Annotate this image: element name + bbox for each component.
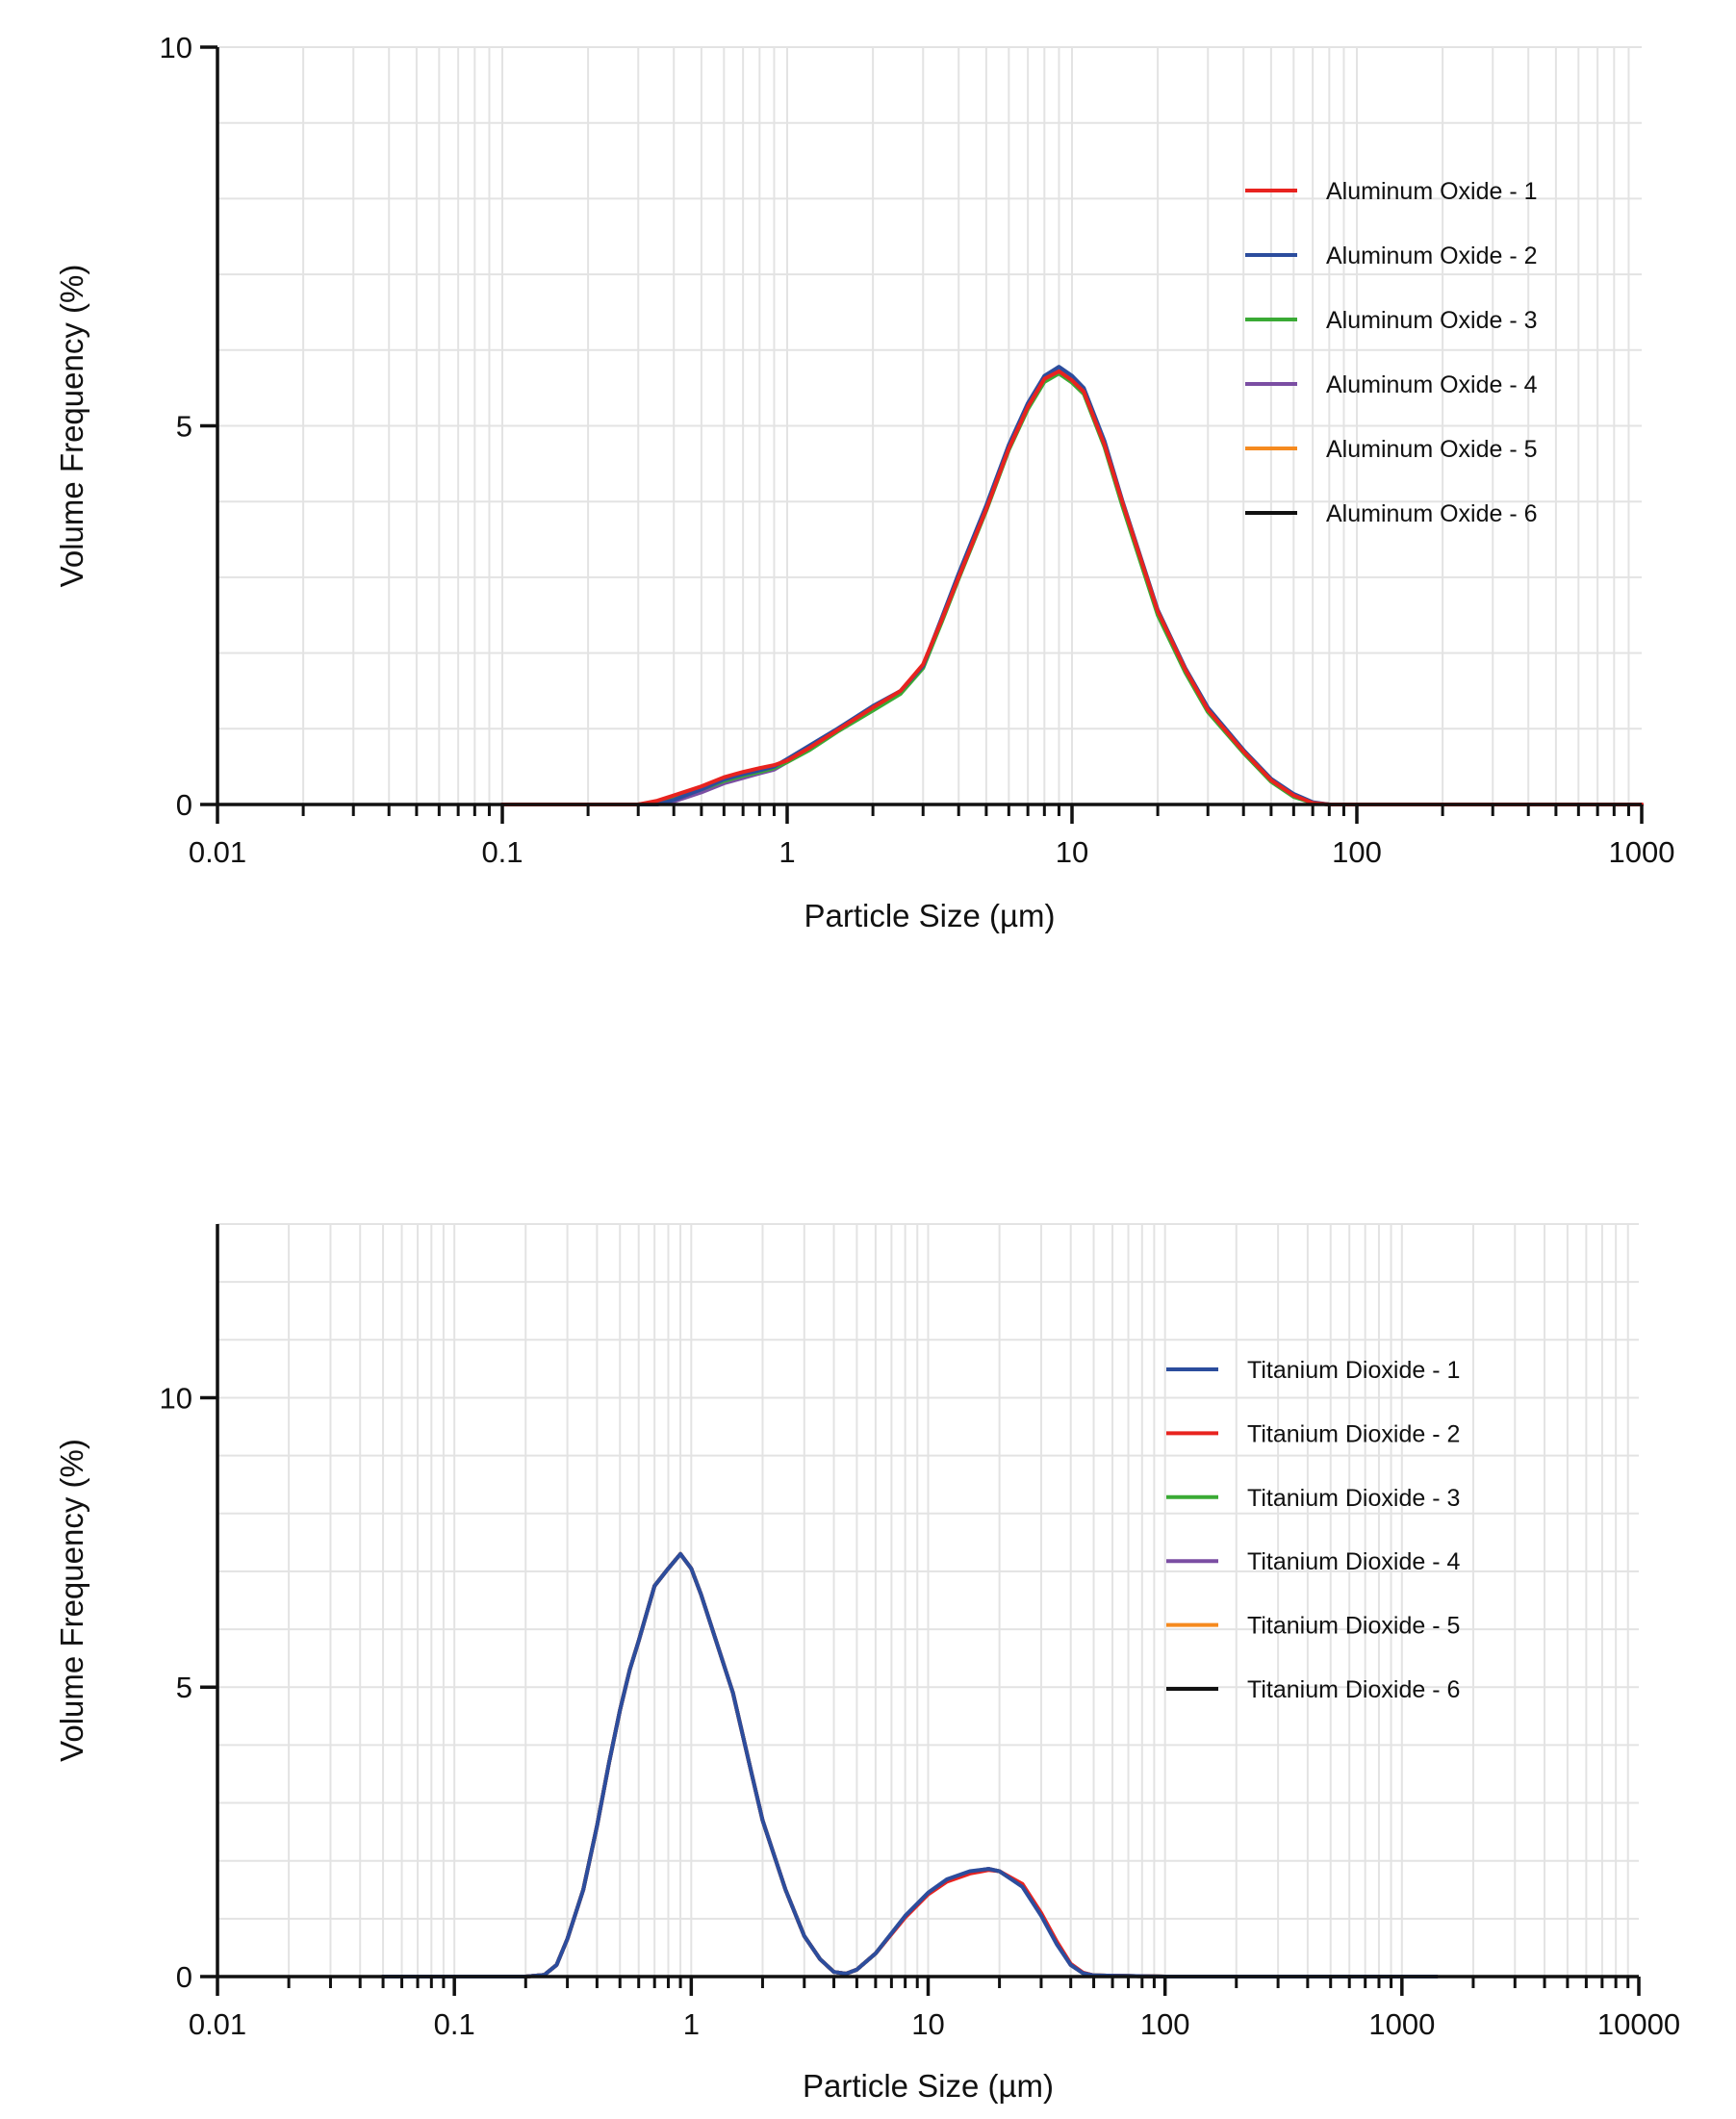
legend-label: Titanium Dioxide - 3	[1247, 1485, 1460, 1512]
x-tick-label: 10	[911, 2007, 944, 2041]
x-axis-title: Particle Size (µm)	[803, 2068, 1054, 2104]
series-line-1	[500, 369, 1644, 806]
y-axis-title: Volume Frequency (%)	[54, 265, 89, 588]
series-lines	[381, 1551, 1439, 1979]
x-tick-label: 10	[1056, 835, 1088, 869]
axes: 0.01 0.1 1 10 100 1000 0 5 10	[160, 31, 1675, 869]
legend-label: Aluminum Oxide - 5	[1326, 436, 1538, 463]
legend-label: Aluminum Oxide - 3	[1326, 307, 1538, 334]
y-tick-label: 10	[160, 1381, 192, 1415]
legend: Aluminum Oxide - 1 Aluminum Oxide - 2 Alum…	[1245, 178, 1538, 527]
x-tick-label: 0.01	[189, 2007, 246, 2041]
x-tick-label: 1	[779, 835, 795, 869]
grid	[217, 46, 1642, 804]
x-tick-label: 0.1	[434, 2007, 475, 2041]
legend-label: Titanium Dioxide - 2	[1247, 1420, 1460, 1447]
legend-label: Titanium Dioxide - 4	[1247, 1548, 1460, 1575]
x-tick-label: 100	[1140, 2007, 1190, 2041]
grid	[217, 1223, 1639, 1977]
y-tick-label: 0	[176, 788, 192, 822]
series-lines	[500, 365, 1644, 806]
legend-label: Aluminum Oxide - 1	[1326, 178, 1538, 205]
x-tick-label: 100	[1332, 835, 1382, 869]
legend-label: Titanium Dioxide - 5	[1247, 1613, 1460, 1640]
y-axis-title: Volume Frequency (%)	[54, 1439, 89, 1762]
legend-label: Aluminum Oxide - 6	[1326, 500, 1538, 527]
x-tick-label: 1000	[1609, 835, 1675, 869]
x-axis-title: Particle Size (µm)	[804, 898, 1055, 933]
legend-label: Titanium Dioxide - 6	[1247, 1676, 1460, 1703]
y-tick-label: 5	[176, 410, 192, 444]
chart-2: 0.01 0.1 1 10 100 1000 10000 0 5 10 Particle Size …	[54, 1223, 1680, 2104]
x-tick-label: 1	[683, 2007, 700, 2041]
y-tick-label: 10	[160, 31, 192, 64]
x-tick-label: 0.1	[481, 835, 523, 869]
axes: 0.01 0.1 1 10 100 1000 10000 0 5 10	[160, 1224, 1680, 2041]
x-tick-label: 0.01	[189, 835, 246, 869]
series-line-1	[381, 1551, 1439, 1979]
x-tick-label: 10000	[1597, 2007, 1680, 2041]
y-tick-label: 0	[176, 1960, 192, 1994]
y-tick-label: 5	[176, 1671, 192, 1704]
x-tick-label: 1000	[1368, 2007, 1435, 2041]
legend-label: Aluminum Oxide - 4	[1326, 371, 1538, 398]
legend-label: Aluminum Oxide - 2	[1326, 243, 1538, 269]
legend: Titanium Dioxide - 1 Titanium Dioxide - 2…	[1166, 1357, 1460, 1703]
legend-label: Titanium Dioxide - 1	[1247, 1357, 1460, 1384]
